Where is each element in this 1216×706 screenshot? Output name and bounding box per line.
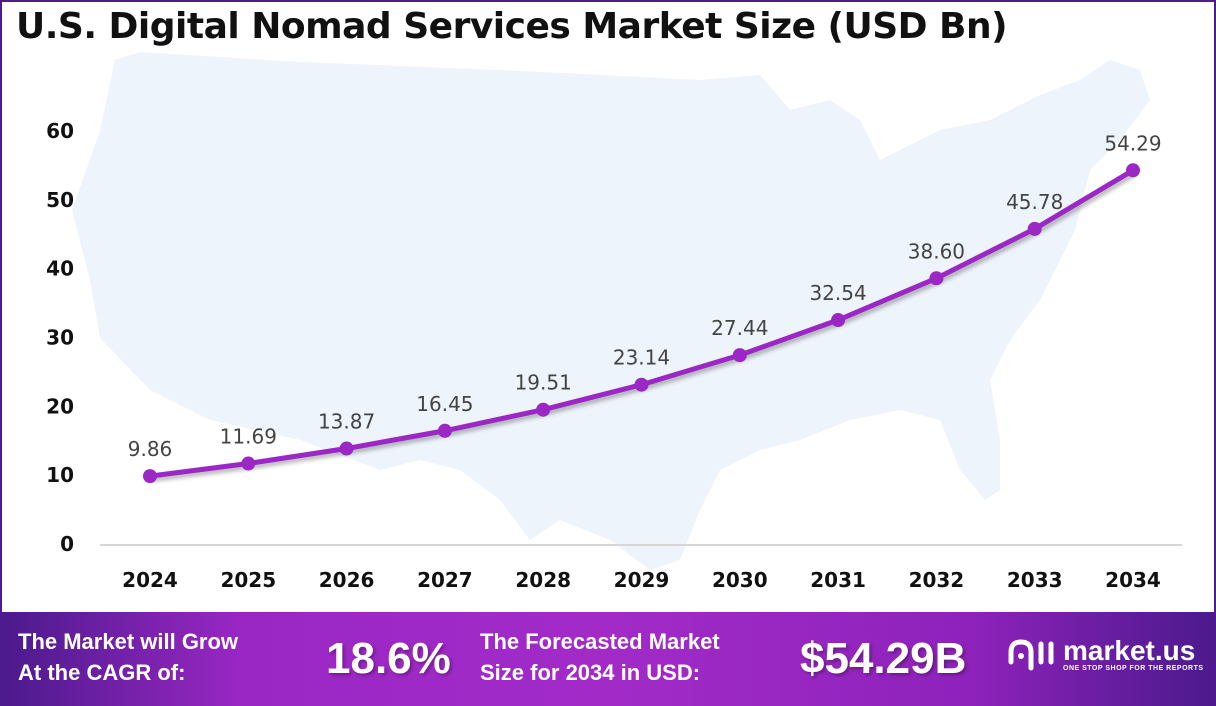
logo-tagline: ONE STOP SHOP FOR THE REPORTS bbox=[1063, 664, 1204, 672]
data-label: 16.45 bbox=[416, 392, 473, 416]
x-tick-label: 2029 bbox=[614, 568, 670, 592]
x-tick-label: 2028 bbox=[515, 568, 571, 592]
forecast-label-line-2: Size for 2034 in USD: bbox=[480, 660, 701, 685]
data-point bbox=[536, 402, 551, 417]
data-point bbox=[339, 441, 354, 456]
x-tick-label: 2027 bbox=[417, 568, 473, 592]
data-point bbox=[831, 313, 846, 328]
y-tick-label: 0 bbox=[60, 532, 74, 556]
y-tick-label: 50 bbox=[46, 188, 74, 212]
data-label: 19.51 bbox=[515, 371, 572, 395]
data-label: 27.44 bbox=[711, 316, 768, 340]
y-tick-label: 10 bbox=[46, 463, 74, 487]
data-label: 13.87 bbox=[318, 410, 375, 434]
chart-title: U.S. Digital Nomad Services Market Size … bbox=[16, 6, 1008, 47]
forecast-value: $54.29B bbox=[800, 634, 967, 683]
x-tick-label: 2031 bbox=[810, 568, 866, 592]
logo-mark-icon bbox=[1008, 639, 1054, 671]
x-tick-label: 2030 bbox=[712, 568, 768, 592]
logo-name: market.us bbox=[1063, 634, 1196, 666]
data-label: 9.86 bbox=[128, 437, 173, 461]
data-point bbox=[1126, 163, 1140, 178]
cagr-label-line-2: At the CAGR of: bbox=[18, 660, 186, 685]
x-tick-label: 2026 bbox=[319, 568, 375, 592]
data-point bbox=[1027, 221, 1042, 236]
x-tick-label: 2025 bbox=[220, 568, 276, 592]
cagr-value: 18.6% bbox=[326, 634, 451, 683]
data-label: 23.14 bbox=[613, 346, 670, 370]
x-tick-label: 2024 bbox=[122, 568, 178, 592]
data-point bbox=[143, 469, 157, 484]
data-point bbox=[732, 348, 747, 363]
y-tick-label: 40 bbox=[46, 257, 74, 281]
data-label: 32.54 bbox=[809, 281, 866, 305]
data-label: 54.29 bbox=[1104, 131, 1161, 155]
data-point bbox=[929, 271, 944, 286]
data-label: 45.78 bbox=[1006, 190, 1063, 214]
market-us-logo: market.us ONE STOP SHOP FOR THE REPORTS bbox=[1005, 634, 1204, 674]
data-point bbox=[241, 456, 256, 471]
x-tick-label: 2034 bbox=[1105, 568, 1161, 592]
x-tick-label: 2032 bbox=[909, 568, 965, 592]
x-tick-label: 2033 bbox=[1007, 568, 1063, 592]
forecast-label-line-1: The Forecasted Market bbox=[480, 629, 720, 654]
cagr-label-line-1: The Market will Grow bbox=[18, 629, 239, 654]
data-point bbox=[634, 377, 649, 392]
data-point bbox=[437, 423, 452, 438]
us-map-silhouette bbox=[72, 52, 1150, 570]
y-tick-label: 60 bbox=[46, 119, 74, 143]
y-tick-label: 20 bbox=[46, 394, 74, 418]
y-tick-label: 30 bbox=[46, 326, 74, 350]
chart-frame bbox=[0, 0, 1216, 614]
data-label: 11.69 bbox=[220, 425, 277, 449]
data-label: 38.60 bbox=[908, 239, 965, 263]
footer-banner: The Market will Grow At the CAGR of: 18.… bbox=[0, 612, 1216, 706]
